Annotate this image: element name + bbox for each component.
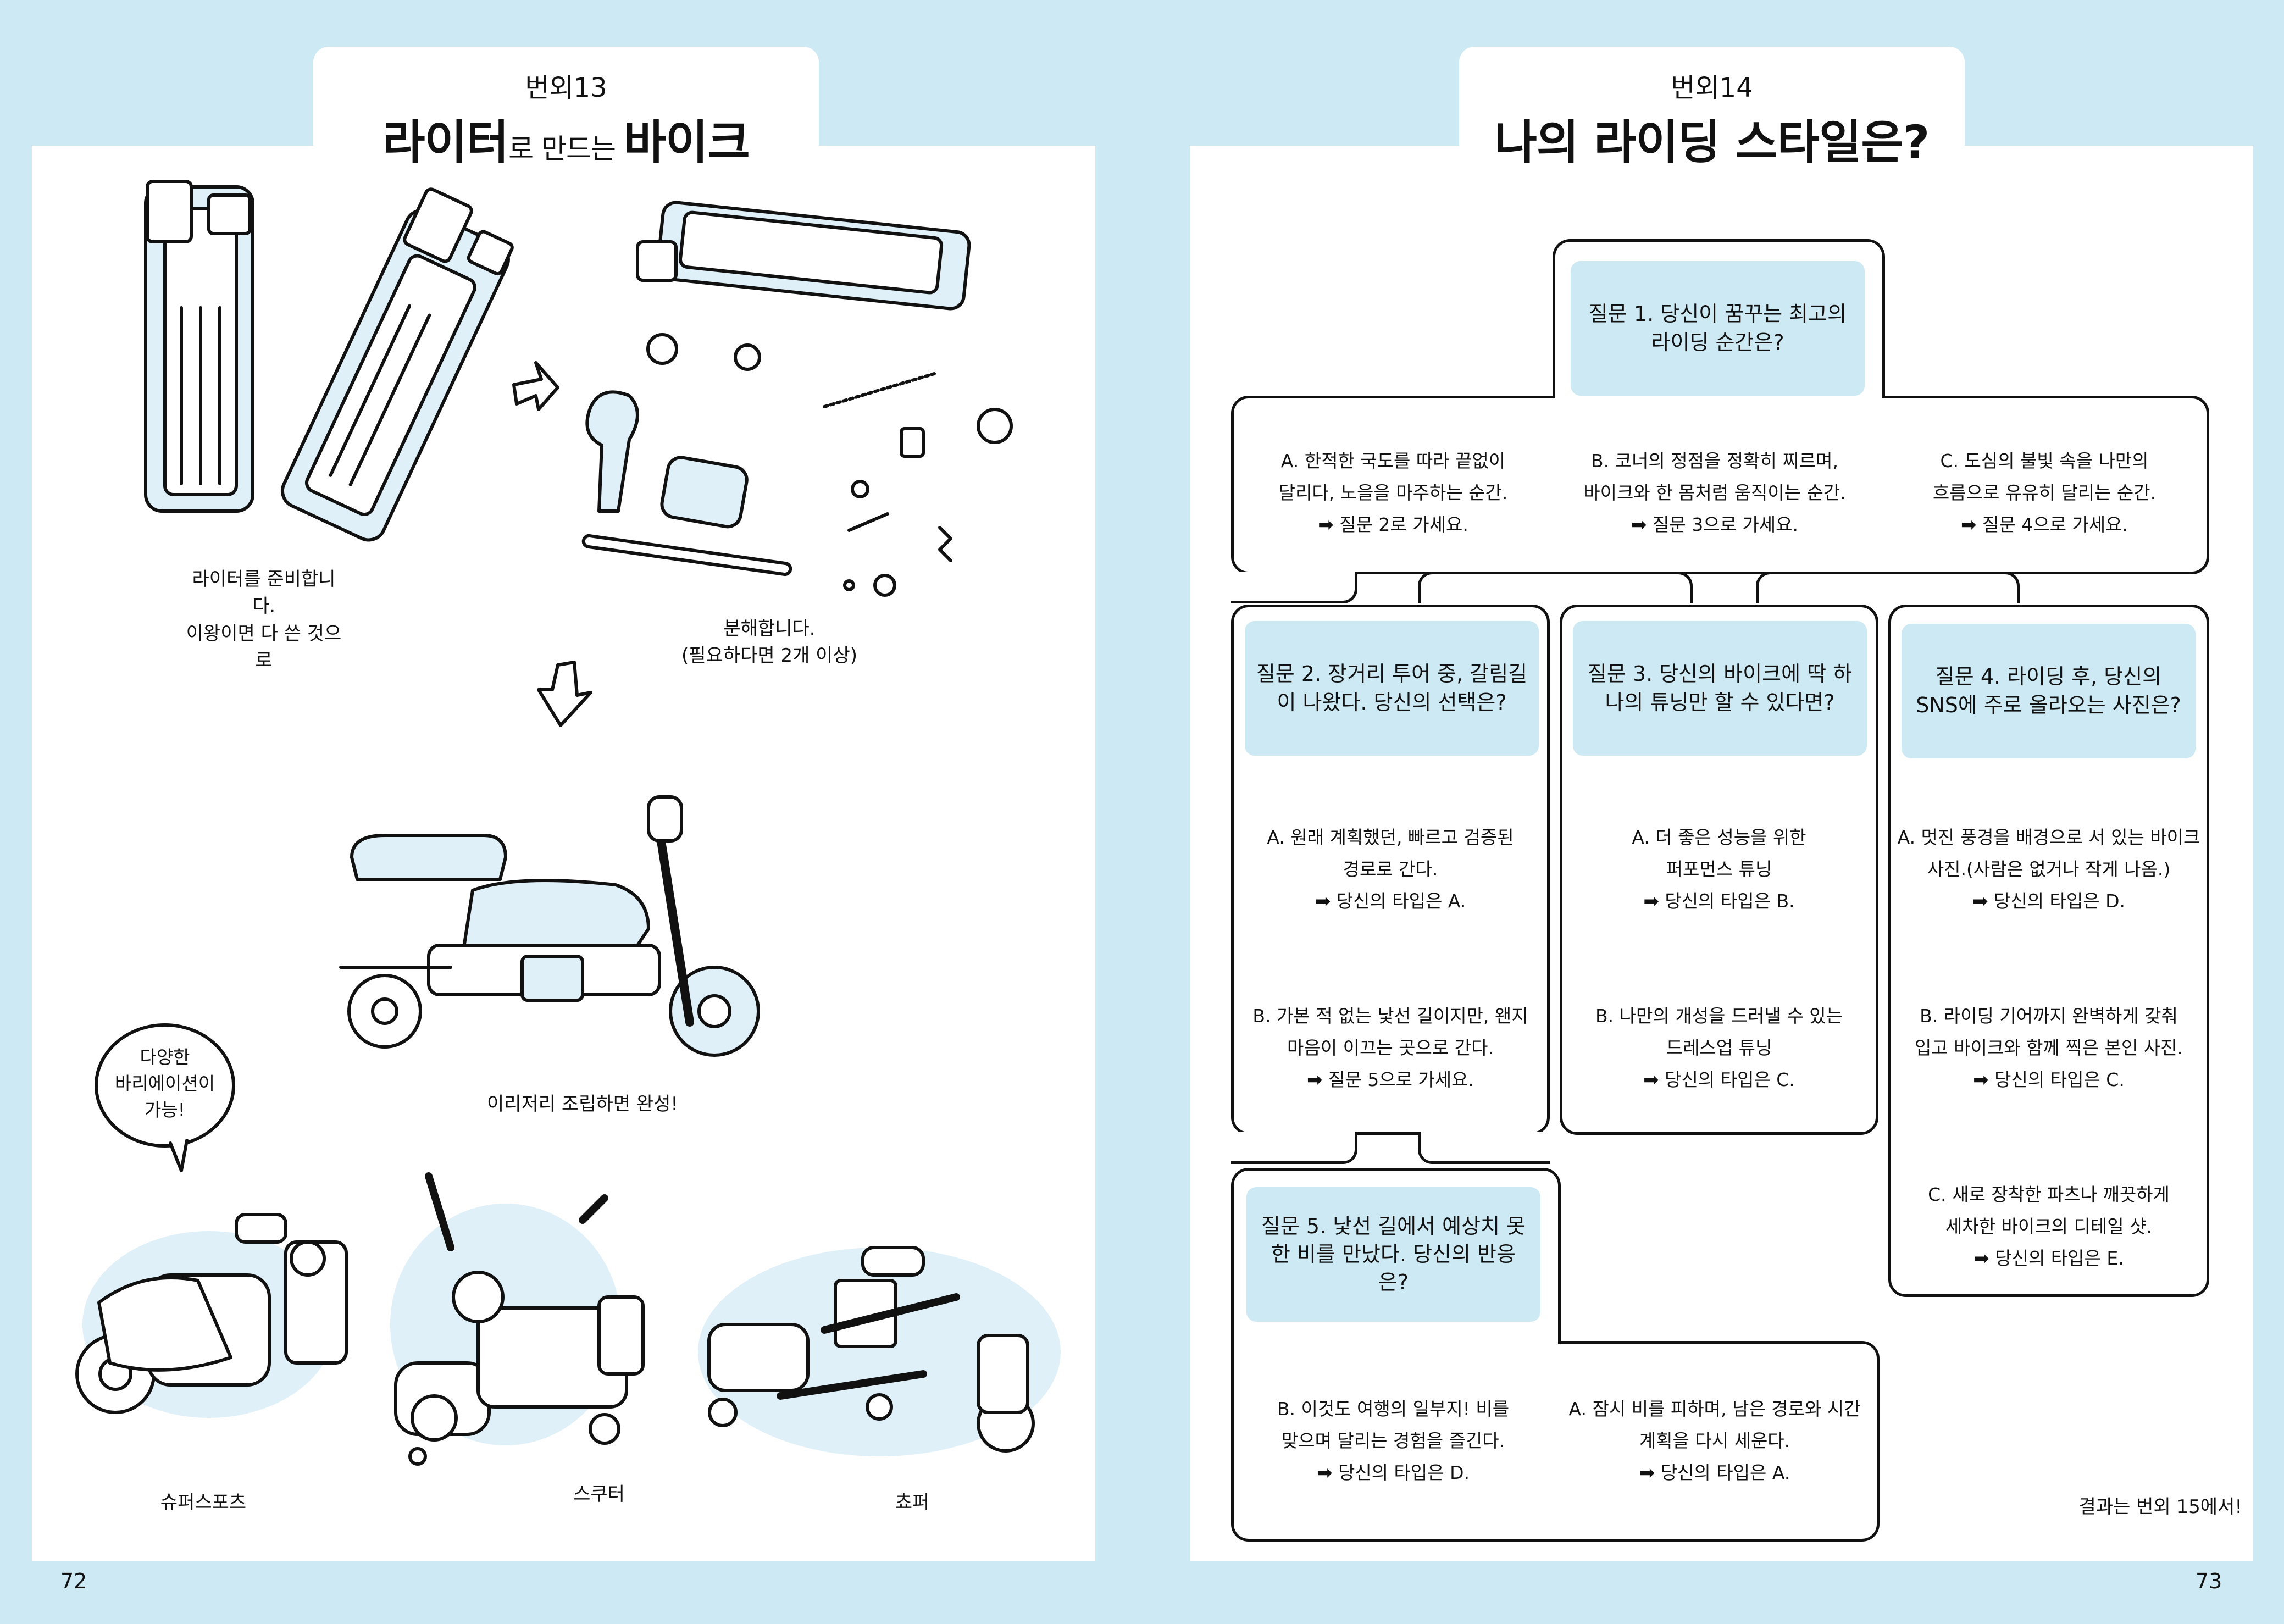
arrow-right-icon: ➡ (1631, 513, 1647, 536)
connector-q1-q3 (1418, 572, 1693, 603)
q1-option-a: A. 한적한 국도를 따라 끝없이 달리다, 노을을 마주하는 순간. ➡ 질문 … (1278, 450, 1508, 536)
q5-option-b: B. 이것도 여행의 일부지! 비를 맞으며 달리는 경험을 즐긴다. ➡ 당신의… (1277, 1398, 1510, 1484)
q4-option-b: B. 라이딩 기어까지 완벽하게 갖춰 입고 바이크와 함께 찍은 본인 사진. … (1915, 1005, 2183, 1091)
arrow-right-icon: ➡ (1318, 513, 1334, 536)
q5-question: 질문 5. 낯선 길에서 예상치 못한 비를 만났다. 당신의 반응은? (1246, 1187, 1540, 1322)
arrow-right-icon: ➡ (1307, 1068, 1323, 1091)
q2-option-b: B. 가본 적 없는 낯선 길이지만, 왠지 마음이 이끄는 곳으로 간다. ➡ … (1252, 1005, 1528, 1091)
q5-option-a: A. 잠시 비를 피하며, 남은 경로와 시간 계획을 다시 세운다. ➡ 당신의… (1568, 1398, 1861, 1484)
q4-option-c: C. 새로 장착한 파츠나 깨끗하게 세차한 바이크의 디테일 샷. ➡ 당신의 … (1928, 1184, 2170, 1270)
q3-option-a: A. 더 좋은 성능을 위한 퍼포먼스 튜닝 ➡ 당신의 타입은 B. (1632, 827, 1806, 912)
speech-bubble-icon (95, 1023, 235, 1172)
arrow-down-icon (537, 661, 592, 727)
caption-prepare: 라이터를 준비합니다. 이왕이면 다 쓴 것으로 (186, 568, 342, 672)
q2-question: 질문 2. 장거리 투어 중, 갈림길이 나왔다. 당신의 선택은? (1245, 621, 1539, 756)
arrow-right-icon: ➡ (1316, 1461, 1333, 1484)
arrow-right-icon (512, 361, 559, 411)
arrow-right-icon: ➡ (1315, 890, 1331, 912)
arrow-right-icon: ➡ (1639, 1461, 1655, 1484)
caption-assemble: 이리저리 조립하면 완성! (486, 1093, 679, 1115)
right-episode-label: 번외14 (1671, 73, 1753, 103)
arrow-right-icon: ➡ (1961, 513, 1977, 536)
connector-q2-q5-right (1418, 1132, 1550, 1164)
page-number-left: 72 (60, 1569, 87, 1593)
arrow-right-icon: ➡ (1643, 890, 1659, 912)
q1-question: 질문 1. 당신이 꿈꾸는 최고의 라이딩 순간은? (1571, 261, 1865, 396)
supersport-bike-icon (75, 1213, 348, 1418)
footer-note: 결과는 번외 15에서! (2078, 1496, 2242, 1518)
right-title-tab: 번외14 나의 라이딩 스타일은? (1459, 47, 1965, 169)
q1-option-b: B. 코너의 정점을 정확히 찌르며, 바이크와 한 몸처럼 움직이는 순간. ➡… (1583, 450, 1846, 536)
arrow-right-icon: ➡ (1973, 1247, 1989, 1270)
q5-options-frame (1231, 1341, 1880, 1542)
caption-disassemble: 분해합니다. (필요하다면 2개 이상) (681, 618, 858, 667)
variant-label-supersport: 슈퍼스포츠 (160, 1492, 247, 1514)
left-episode-label: 번외13 (525, 73, 607, 103)
scooter-bike-icon (390, 1172, 645, 1466)
variant-label-scooter: 스쿠터 (573, 1483, 625, 1505)
connector-q1-q2 (1231, 572, 1357, 603)
arrow-right-icon: ➡ (1973, 1068, 1989, 1091)
q3-option-b: B. 나만의 개성을 드러낼 수 있는 드레스업 튜닝 ➡ 당신의 타입은 C. (1595, 1005, 1843, 1091)
page-number-right: 73 (2196, 1569, 2222, 1593)
lighter-tilted-icon (280, 187, 514, 542)
q2-option-a: A. 원래 계획했던, 빠르고 검증된 경로로 간다. ➡ 당신의 타입은 A. (1267, 827, 1514, 912)
q3-question: 질문 3. 당신의 바이크에 딱 하나의 튜닝만 할 수 있다면? (1573, 621, 1867, 756)
connector-q2-q5 (1231, 1132, 1357, 1164)
q4-option-a: A. 멋진 풍경을 배경으로 서 있는 바이크 사진.(사람은 없거나 작게 나옴… (1897, 827, 2200, 912)
bubble-text: 다양한 바리에이션이 가능! (114, 1046, 215, 1121)
assembled-bike-icon (339, 795, 760, 1057)
lighter-parts-icon (581, 201, 1013, 597)
q1-options-frame (1231, 396, 2209, 574)
arrow-right-icon: ➡ (1643, 1068, 1659, 1091)
variant-label-chopper: 쵸퍼 (895, 1492, 930, 1514)
q4-question: 질문 4. 라이딩 후, 당신의 SNS에 주로 올라오는 사진은? (1902, 624, 2196, 758)
connector-q1-q4 (1756, 572, 2020, 603)
lighter-illustrations (75, 180, 1061, 1466)
q1-option-c: C. 도심의 불빛 속을 나만의 흐름으로 유유히 달리는 순간. ➡ 질문 4으… (1932, 450, 2157, 536)
right-page-title: 나의 라이딩 스타일은? (1494, 115, 1930, 169)
left-title-tab: 번외13 라이터로 만드는 바이크 (313, 47, 819, 169)
arrow-right-icon: ➡ (1972, 890, 1988, 912)
chopper-bike-icon (698, 1246, 1061, 1456)
left-page-title: 라이터로 만드는 바이크 (382, 115, 750, 169)
lighter-upright-icon (144, 180, 254, 513)
